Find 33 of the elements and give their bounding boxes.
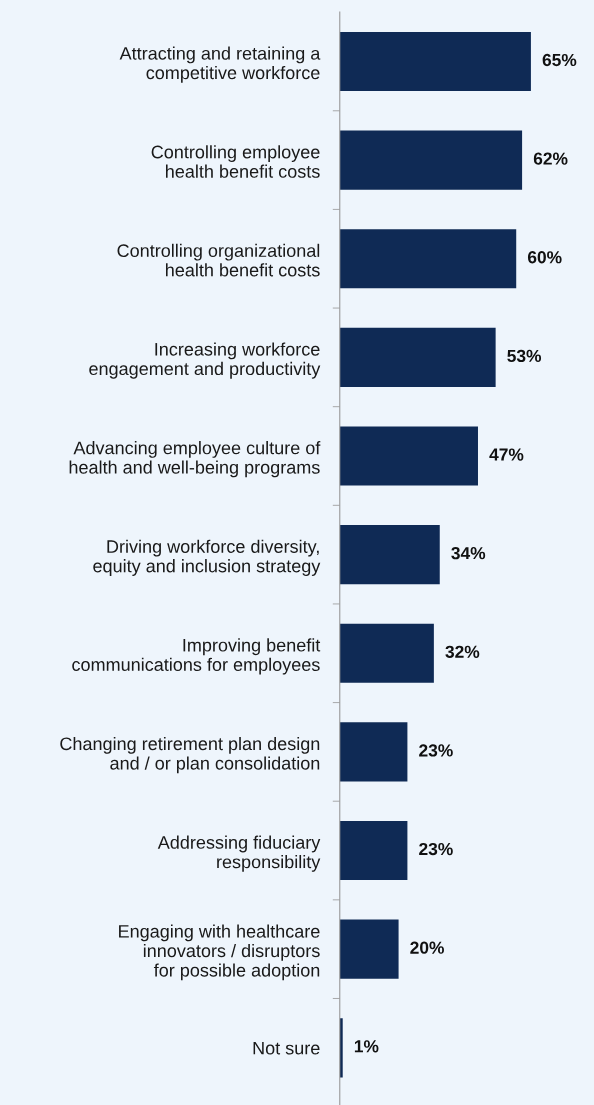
data-label: 32% <box>445 645 480 658</box>
bar <box>339 426 478 486</box>
data-label: 47% <box>489 448 524 461</box>
y-tick-label: Increasing workforce engagement and productivity <box>89 342 321 379</box>
y-tick-label: Driving workforce diversity, equity and inclusion strategy <box>93 539 321 576</box>
bar <box>339 1018 343 1078</box>
bar <box>339 130 523 190</box>
y-tick-label: Attracting and retaining a competitive workforce <box>119 46 321 83</box>
y-tick-label: Changing retirement plan design and / or plan consolidation <box>60 736 320 774</box>
y-tick-label: Controlling organizational health benefit costs <box>117 243 320 277</box>
bar <box>339 919 399 979</box>
data-label: 65% <box>542 53 577 67</box>
data-label: 53% <box>507 349 542 363</box>
data-label: 62% <box>533 152 568 165</box>
y-tick-label: Improving benefit communications for employees <box>72 638 321 675</box>
data-label: 23% <box>419 842 453 856</box>
y-tick-label: Advancing employee culture of health and well-being programs <box>69 441 321 478</box>
bar <box>339 31 531 92</box>
data-label: 60% <box>527 251 562 264</box>
data-label: 34% <box>451 547 486 560</box>
bar <box>339 229 517 289</box>
data-label: 1% <box>354 1040 379 1053</box>
y-tick-label: Controlling employee health benefit costs <box>151 145 320 178</box>
y-tick-label: Addressing fiduciary responsibility <box>157 835 321 872</box>
y-tick-label: Engaging with healthcare innovators / disruptors for possible adoption <box>119 924 320 981</box>
bar <box>339 722 408 782</box>
bar <box>339 525 440 585</box>
data-label: 23% <box>419 744 453 757</box>
y-tick-label: Not sure <box>253 1041 320 1055</box>
bar <box>339 820 408 881</box>
bar <box>339 623 434 683</box>
bar <box>339 327 496 387</box>
data-label: 20% <box>410 941 444 954</box>
